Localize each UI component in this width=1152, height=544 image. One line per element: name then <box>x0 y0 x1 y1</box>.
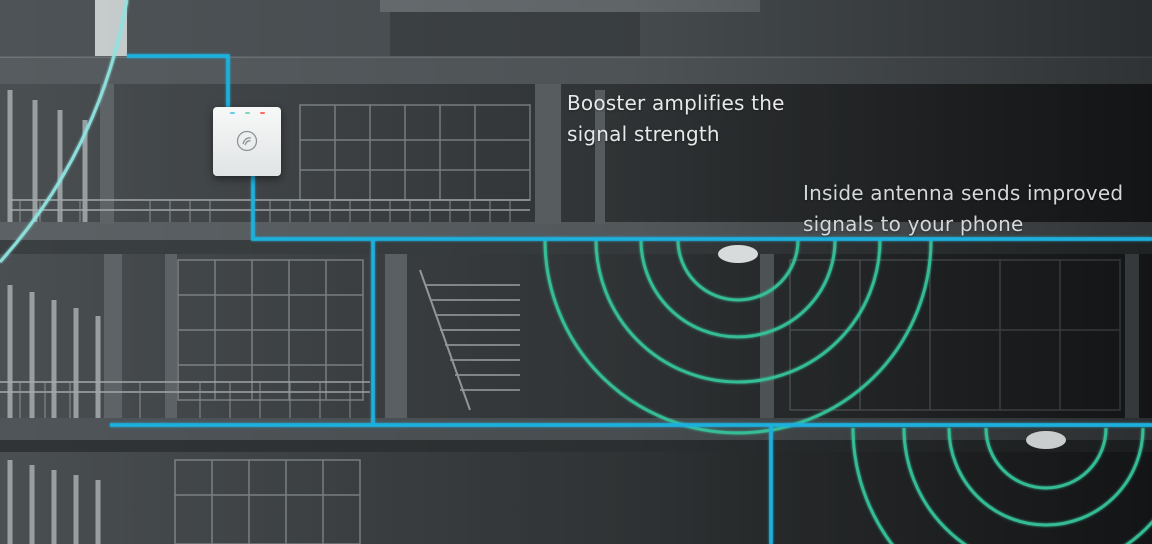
led-indicator <box>245 112 250 114</box>
booster-caption: Booster amplifies the signal strength <box>567 88 785 150</box>
antenna-caption-line-1: Inside antenna sends improved <box>803 181 1124 205</box>
booster-caption-line-2: signal strength <box>567 122 720 146</box>
inside-antenna-lower <box>1026 431 1066 449</box>
signal-waves-upper <box>543 239 933 435</box>
booster-caption-line-1: Booster amplifies the <box>567 91 785 115</box>
outside-antenna-line <box>0 0 129 263</box>
led-indicator <box>230 112 235 114</box>
inside-antenna-upper <box>718 245 758 263</box>
coax-cables <box>110 54 1152 544</box>
led-indicator <box>260 112 265 114</box>
signal-wave-icon <box>236 130 258 152</box>
antenna-caption-line-2: signals to your phone <box>803 212 1024 236</box>
signal-waves-lower <box>851 427 1152 544</box>
antenna-caption: Inside antenna sends improved signals to … <box>803 178 1123 240</box>
booster-device[interactable] <box>213 107 281 176</box>
